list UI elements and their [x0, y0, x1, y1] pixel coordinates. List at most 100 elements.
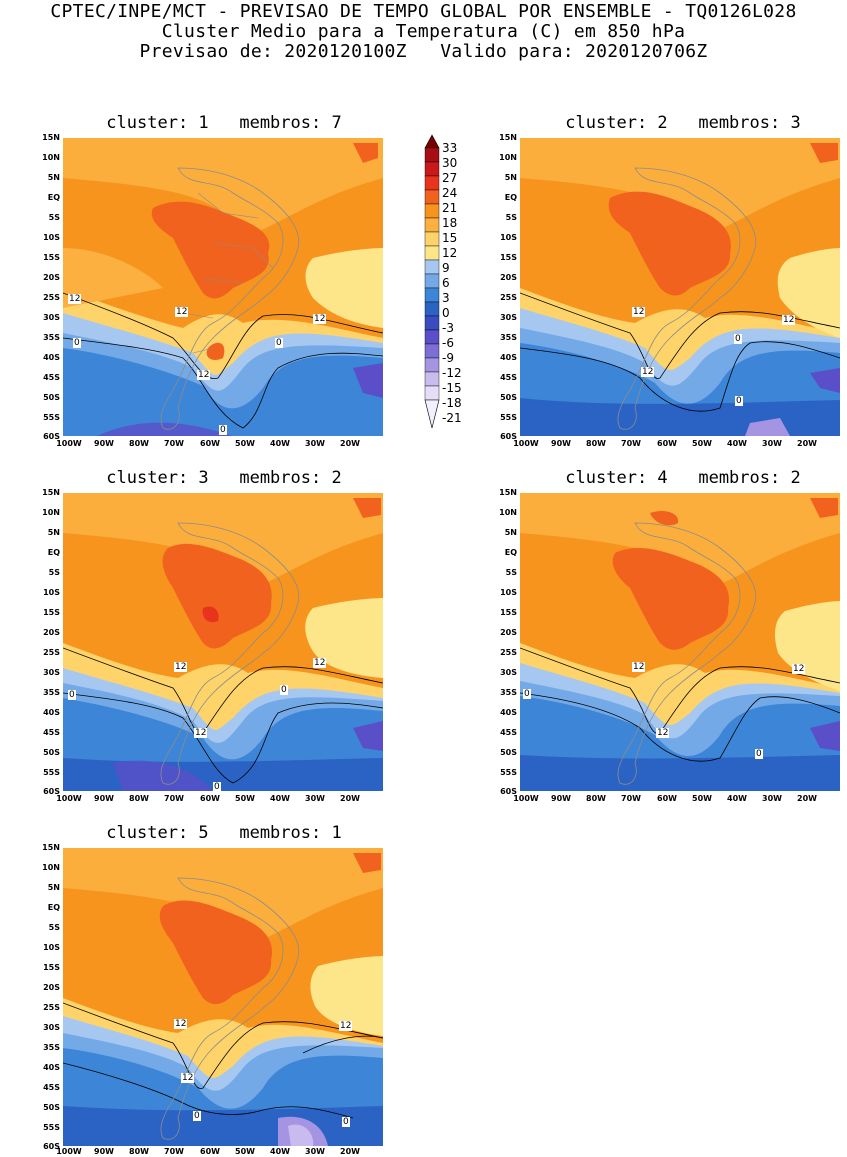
colorbar-label: 15	[442, 231, 458, 245]
lon-label: 30W	[762, 794, 782, 803]
lat-label: 5S	[48, 923, 60, 932]
contour-label: 12	[792, 664, 806, 674]
map-cluster-5: 12 12 12 0 0	[63, 848, 383, 1146]
lon-label: 90W	[94, 794, 114, 803]
lon-label: 100W	[513, 439, 539, 448]
lon-label: 100W	[56, 794, 82, 803]
map-graphic	[63, 493, 383, 791]
lat-label: 15S	[43, 963, 60, 972]
lon-label: 70W	[621, 794, 641, 803]
contour-label: 0	[735, 396, 743, 406]
lat-label: 10N	[499, 153, 517, 162]
lat-label: 45S	[500, 373, 517, 382]
header-line-2: Cluster Medio para a Temperatura (C) em …	[161, 21, 686, 42]
panel-title: cluster: 2 membros: 3	[565, 113, 801, 133]
lat-label: 10N	[42, 508, 60, 517]
lat-label: 15N	[42, 488, 60, 497]
lon-label: 100W	[513, 794, 539, 803]
lat-label: 20S	[500, 628, 517, 637]
lon-label: 90W	[551, 439, 571, 448]
lat-label: 60S	[43, 1142, 60, 1151]
contour-label: 12	[313, 658, 327, 668]
lon-label: 40W	[727, 794, 747, 803]
contour-label: 12	[174, 1019, 188, 1029]
lat-label: 30S	[500, 313, 517, 322]
lat-label: 25S	[43, 1003, 60, 1012]
lon-label: 100W	[56, 1147, 82, 1156]
contour-label: 0	[68, 690, 76, 700]
colorbar-label: 9	[442, 261, 450, 275]
contour-label: 0	[193, 1111, 201, 1121]
contour-label: 12	[174, 662, 188, 672]
lat-label: 30S	[43, 313, 60, 322]
lon-label: 40W	[727, 439, 747, 448]
lat-label: 50S	[500, 393, 517, 402]
lon-label: 70W	[621, 439, 641, 448]
lat-label: 60S	[500, 432, 517, 441]
lon-label: 30W	[762, 439, 782, 448]
lat-label: 5N	[504, 528, 517, 537]
header-line-1: CPTEC/INPE/MCT - PREVISAO DE TEMPO GLOBA…	[50, 1, 797, 22]
lat-label: EQ	[504, 548, 517, 557]
lat-label: 30S	[43, 1023, 60, 1032]
lat-label: 10N	[42, 863, 60, 872]
lat-label: 50S	[43, 748, 60, 757]
lat-label: 10S	[500, 233, 517, 242]
lat-label: 15S	[500, 253, 517, 262]
colorbar-label: 30	[442, 156, 458, 170]
contour-label: 12	[339, 1021, 353, 1031]
colorbar-label: 18	[442, 216, 458, 230]
colorbar-label: 24	[442, 186, 458, 200]
colorbar-graphic	[424, 134, 440, 429]
map-graphic	[63, 848, 383, 1146]
colorbar-label: -9	[442, 351, 454, 365]
contour-label: 12	[313, 314, 327, 324]
lat-label: 5S	[505, 568, 517, 577]
lat-label: 10N	[42, 153, 60, 162]
lon-label: 80W	[129, 439, 149, 448]
lat-label: 45S	[43, 373, 60, 382]
colorbar-label: -21	[442, 411, 462, 425]
lon-label: 30W	[305, 439, 325, 448]
contour-label: 12	[782, 315, 796, 325]
lat-label: 15S	[43, 253, 60, 262]
lat-label: 5N	[47, 528, 60, 537]
contour-label: 0	[275, 338, 283, 348]
lat-label: 60S	[43, 787, 60, 796]
lat-label: 15N	[42, 843, 60, 852]
lat-label: 55S	[500, 768, 517, 777]
colorbar-label: 27	[442, 171, 458, 185]
lat-label: 30S	[43, 668, 60, 677]
lat-label: 35S	[43, 688, 60, 697]
lat-label: EQ	[47, 548, 60, 557]
lat-label: 45S	[43, 1083, 60, 1092]
lon-label: 50W	[235, 1147, 255, 1156]
lat-label: 55S	[43, 413, 60, 422]
lon-label: 80W	[129, 794, 149, 803]
map-graphic	[63, 138, 383, 436]
colorbar-label: 6	[442, 276, 450, 290]
lat-label: 45S	[500, 728, 517, 737]
lat-label: 20S	[500, 273, 517, 282]
contour-label: 0	[73, 338, 81, 348]
lat-label: EQ	[47, 903, 60, 912]
contour-label: 12	[632, 307, 646, 317]
lat-label: 20S	[43, 628, 60, 637]
lat-label: 40S	[43, 353, 60, 362]
lat-label: 60S	[500, 787, 517, 796]
lat-label: 15N	[499, 488, 517, 497]
lat-label: 25S	[43, 648, 60, 657]
contour-label: 12	[632, 662, 646, 672]
panel-title: cluster: 1 membros: 7	[106, 113, 342, 133]
lat-label: 5N	[47, 883, 60, 892]
colorbar-label: -15	[442, 381, 462, 395]
lat-label: 35S	[43, 333, 60, 342]
lat-label: 55S	[500, 413, 517, 422]
map-graphic	[520, 493, 840, 791]
lat-label: 50S	[500, 748, 517, 757]
lon-label: 30W	[305, 794, 325, 803]
header-line-3: Previsao de: 2020120100Z Valido para: 20…	[139, 41, 708, 62]
lon-label: 40W	[270, 439, 290, 448]
lon-label: 50W	[692, 794, 712, 803]
contour-label: 0	[755, 749, 763, 759]
